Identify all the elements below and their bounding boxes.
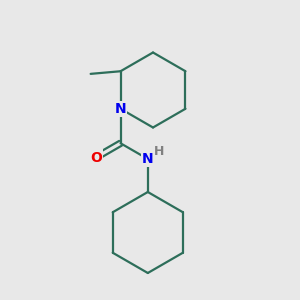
Text: O: O xyxy=(90,151,102,164)
Text: N: N xyxy=(142,152,154,166)
Text: H: H xyxy=(154,145,164,158)
Text: N: N xyxy=(115,102,126,116)
